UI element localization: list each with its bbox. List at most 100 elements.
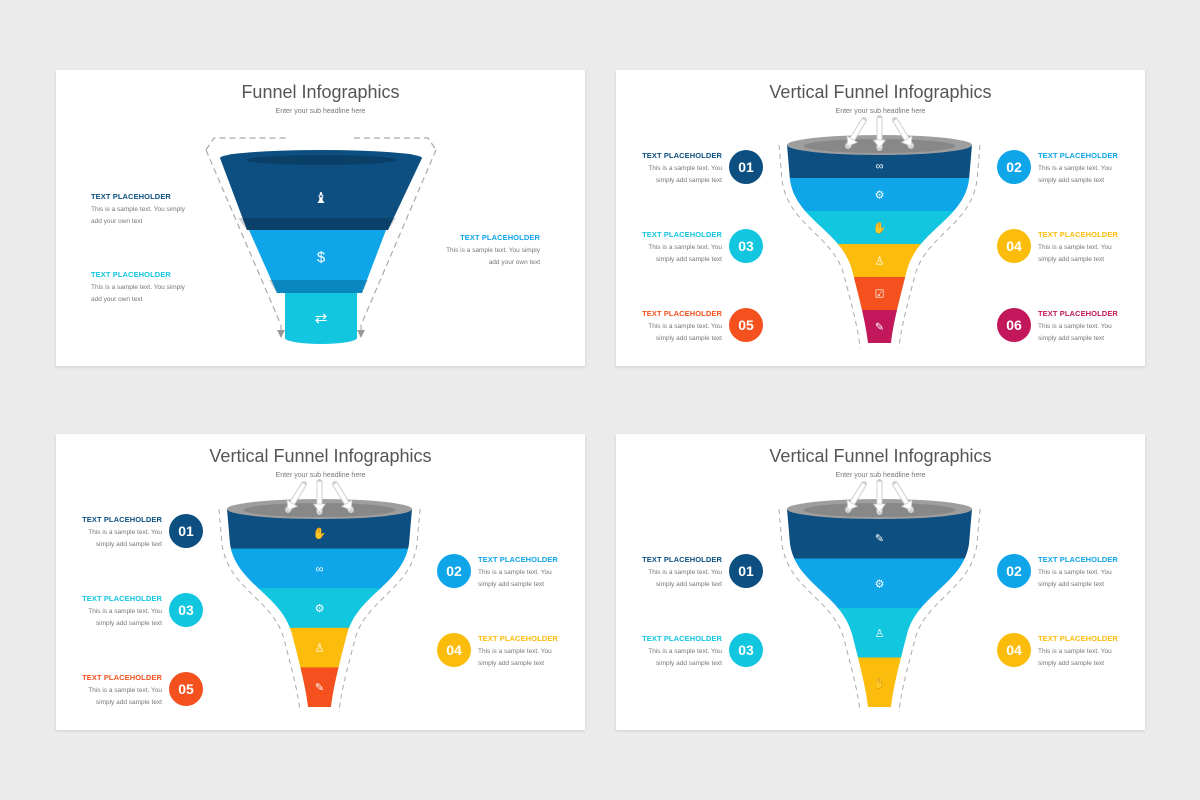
step-number-badge: 01 [729,150,763,184]
step-number-badge: 03 [729,229,763,263]
text-block-05: TEXT PLACEHOLDER This is a sample text. Y… [616,309,722,344]
dashed-guide [778,144,981,349]
item-text: This is a sample text. You simply add sa… [88,529,162,548]
dashed-guide [205,137,437,335]
funnel-segment-1: ♝ [220,158,422,230]
item-text: This is a sample text. You simply add sa… [648,244,722,263]
item-text: This is a sample text. You simply add sa… [88,687,162,706]
funnel-graphic: ∞ ⚙ ✋ ♙ ☑ ✎ [778,115,981,349]
item-heading: TEXT PLACEHOLDER [82,673,162,682]
user-money-icon: ♙ [315,643,325,655]
text-block-1: TEXT PLACEHOLDER This is a sample text. Y… [91,192,191,227]
slide-subtitle: Enter your sub headline here [275,472,366,479]
item-heading: TEXT PLACEHOLDER [82,515,162,524]
item-heading: TEXT PLACEHOLDER [642,634,722,643]
user-money-icon: ♙ [875,628,885,640]
edit-document-icon: ✎ [875,322,884,334]
dashed-guide [218,508,421,713]
funnel-graphic: ✎ ⚙ ♙ ✋ [778,479,981,713]
text-block-3: TEXT PLACEHOLDER This is a sample text. Y… [440,233,540,268]
item-text: This is a sample text. You simply add sa… [1038,165,1112,184]
text-block-03: TEXT PLACEHOLDER This is a sample text. Y… [616,634,722,669]
dollar-coin-icon: $ [317,249,326,266]
funnel-segment-2: $ [249,230,386,293]
edit-document-icon: ✎ [315,682,324,694]
item-text: This is a sample text. You simply add sa… [478,648,552,667]
item-heading: TEXT PLACEHOLDER [478,634,558,643]
item-text: This is a sample text. You simply add yo… [91,206,185,225]
item-heading: TEXT PLACEHOLDER [1038,230,1118,239]
arrow-down-icon [845,117,867,149]
step-number-badge: 03 [169,593,203,627]
funnel-segment-2 [227,548,412,589]
edit-document-icon: ✎ [875,533,884,545]
text-block-03: TEXT PLACEHOLDER This is a sample text. Y… [56,594,162,629]
gear-icon: ⚙ [875,578,885,590]
item-text: This is a sample text. You simply add sa… [88,608,162,627]
slide-3[interactable]: ✋ ∞ ⚙ ♙ ✎ Vertical Funnel Infographics Enter y… [56,434,585,730]
item-heading: TEXT PLACEHOLDER [460,233,540,242]
arrow-down-icon [872,115,887,151]
item-heading: TEXT PLACEHOLDER [642,230,722,239]
arrow-down-icon [892,117,914,149]
slide-1[interactable]: ♝ $ ⇄ Funnel Infographics Enter your sub hea… [56,70,585,366]
text-block-05: TEXT PLACEHOLDER This is a sample text. Y… [56,673,162,708]
arrow-down-icon [332,481,354,513]
funnel-graphic: ✋ ∞ ⚙ ♙ ✎ [218,479,421,713]
handshake-icon: ✋ [873,222,887,235]
item-heading: TEXT PLACEHOLDER [91,270,171,279]
text-block-04: TEXT PLACEHOLDER This is a sample text. Y… [1038,230,1128,265]
dashed-guide [778,508,981,713]
item-text: This is a sample text. You simply add sa… [1038,244,1112,263]
text-block-02: TEXT PLACEHOLDER This is a sample text. Y… [1038,555,1128,590]
users-exchange-icon: ⇄ [315,310,328,327]
item-text: This is a sample text. You simply add sa… [478,569,552,588]
slide-subtitle: Enter your sub headline here [835,108,926,115]
item-heading: TEXT PLACEHOLDER [1038,634,1118,643]
arrow-down-icon [845,481,867,513]
item-heading: TEXT PLACEHOLDER [82,594,162,603]
funnel-segment-2 [787,178,972,212]
slide-subtitle: Enter your sub headline here [835,472,926,479]
item-text: This is a sample text. You simply add sa… [1038,648,1112,667]
item-text: This is a sample text. You simply add sa… [1038,323,1112,342]
text-block-04: TEXT PLACEHOLDER This is a sample text. Y… [478,634,568,669]
slide-title: Funnel Infographics [241,82,400,102]
arrow-down-icon [285,481,307,513]
slide-4[interactable]: ✎ ⚙ ♙ ✋ Vertical Funnel Infographics Enter yo… [616,434,1145,730]
item-heading: TEXT PLACEHOLDER [91,192,171,201]
link-icon: ∞ [316,563,324,575]
text-block-04: TEXT PLACEHOLDER This is a sample text. Y… [1038,634,1128,669]
item-heading: TEXT PLACEHOLDER [1038,309,1118,318]
text-block-2: TEXT PLACEHOLDER This is a sample text. Y… [91,270,191,305]
slide-subtitle: Enter your sub headline here [275,108,366,115]
item-text: This is a sample text. You simply add sa… [648,165,722,184]
user-money-icon: ♙ [875,256,885,268]
text-block-02: TEXT PLACEHOLDER This is a sample text. Y… [1038,151,1128,186]
slide-title: Vertical Funnel Infographics [769,82,992,102]
text-block-03: TEXT PLACEHOLDER This is a sample text. Y… [616,230,722,265]
text-block-06: TEXT PLACEHOLDER This is a sample text. Y… [1038,309,1128,344]
text-block-02: TEXT PLACEHOLDER This is a sample text. Y… [478,555,568,590]
item-heading: TEXT PLACEHOLDER [478,555,558,564]
chess-piece-icon: ♝ [314,190,327,207]
item-text: This is a sample text. You simply add yo… [446,247,540,266]
slide-title: Vertical Funnel Infographics [209,446,432,466]
arrow-down-icon [312,479,327,515]
gear-icon: ⚙ [315,603,325,615]
slide-2[interactable]: ∞ ⚙ ✋ ♙ ☑ ✎ Vertical Funnel Infographics Enter … [616,70,1145,366]
handshake-icon: ✋ [313,527,327,540]
step-number-badge: 02 [437,554,471,588]
handshake-icon: ✋ [873,676,887,689]
item-heading: TEXT PLACEHOLDER [642,151,722,160]
link-icon: ∞ [876,161,884,173]
step-number-badge: 04 [997,229,1031,263]
database-check-icon: ☑ [875,289,885,301]
item-text: This is a sample text. You simply add yo… [91,284,185,303]
item-heading: TEXT PLACEHOLDER [1038,555,1118,564]
arrow-down-icon [872,479,887,515]
item-text: This is a sample text. You simply add sa… [648,648,722,667]
funnel-graphic: ♝ $ ⇄ [205,137,437,344]
step-number-badge: 04 [437,633,471,667]
item-heading: TEXT PLACEHOLDER [642,309,722,318]
